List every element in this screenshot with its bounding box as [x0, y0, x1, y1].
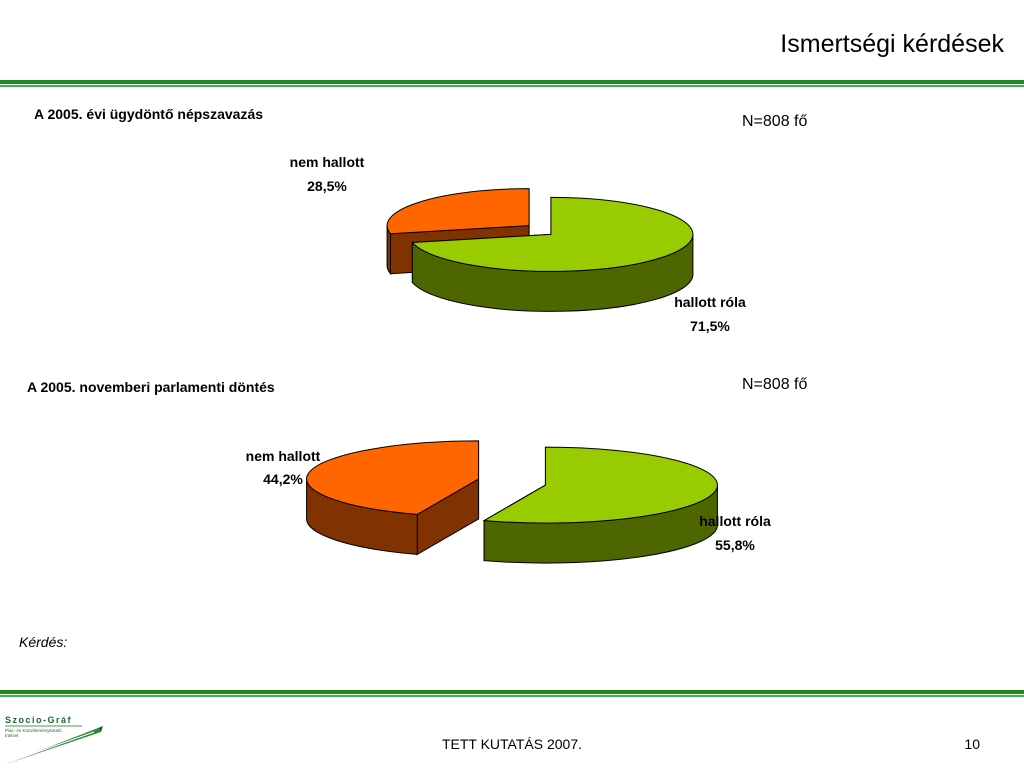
top-rule: [0, 80, 1024, 87]
pie-chart-2: [306, 440, 718, 564]
question-label: Kérdés:: [19, 634, 68, 650]
chart-1-slice-2-value: 28,5%: [307, 178, 347, 194]
svg-text:Intézet: Intézet: [5, 733, 19, 738]
chart-2-slice-1: [482, 446, 718, 564]
chart-1-slice-1-value: 71,5%: [690, 318, 730, 334]
chart-1-slice-2-top: [386, 188, 530, 235]
chart-1-slice-1: [411, 196, 694, 312]
chart-1-slice-1-name: hallott róla: [674, 294, 746, 310]
chart-2-slice-2-name: nem hallott: [246, 448, 321, 464]
svg-text:Piac- és Közvéleménykutató: Piac- és Közvéleménykutató: [5, 728, 62, 733]
chart-2-slice-2-top: [306, 440, 480, 515]
chart-1-slice-1-top: [411, 196, 694, 272]
page-title: Ismertségi kérdések: [780, 30, 1004, 58]
chart-1-n-label: N=808 fő: [742, 113, 808, 130]
footer-text: TETT KUTATÁS 2007.: [441, 736, 583, 752]
chart-2-title: A 2005. novemberi parlamenti döntés: [27, 379, 275, 395]
pie-chart-1: [386, 188, 694, 312]
chart-2-slice-1-top: [482, 446, 718, 524]
pie-charts: nem hallott 28,5% hallott róla 71,5% nem…: [246, 154, 771, 564]
svg-text:Szocio-Gráf: Szocio-Gráf: [5, 715, 72, 725]
chart-2-label-hallott: hallott róla 55,8%: [699, 513, 771, 553]
page-number: 10: [964, 736, 980, 752]
chart-1-slice-2-name: nem hallott: [290, 154, 365, 170]
chart-2-slice-2: [306, 440, 480, 556]
chart-2-slice-2-value: 44,2%: [263, 471, 303, 487]
bottom-rule: [0, 690, 1024, 697]
chart-1-title: A 2005. évi ügydöntő népszavazás: [34, 106, 264, 122]
chart-1-label-hallott: hallott róla 71,5%: [674, 294, 746, 334]
szocio-graf-logo: Szocio-Gráf Piac- és Közvéleménykutató I…: [5, 715, 103, 764]
chart-2-label-nem: nem hallott 44,2%: [246, 448, 321, 487]
chart-1-label-nem: nem hallott 28,5%: [290, 154, 365, 194]
chart-2-slice-1-name: hallott róla: [699, 513, 771, 529]
chart-2-n-label: N=808 fő: [742, 376, 808, 393]
chart-2-slice-1-value: 55,8%: [715, 537, 755, 553]
